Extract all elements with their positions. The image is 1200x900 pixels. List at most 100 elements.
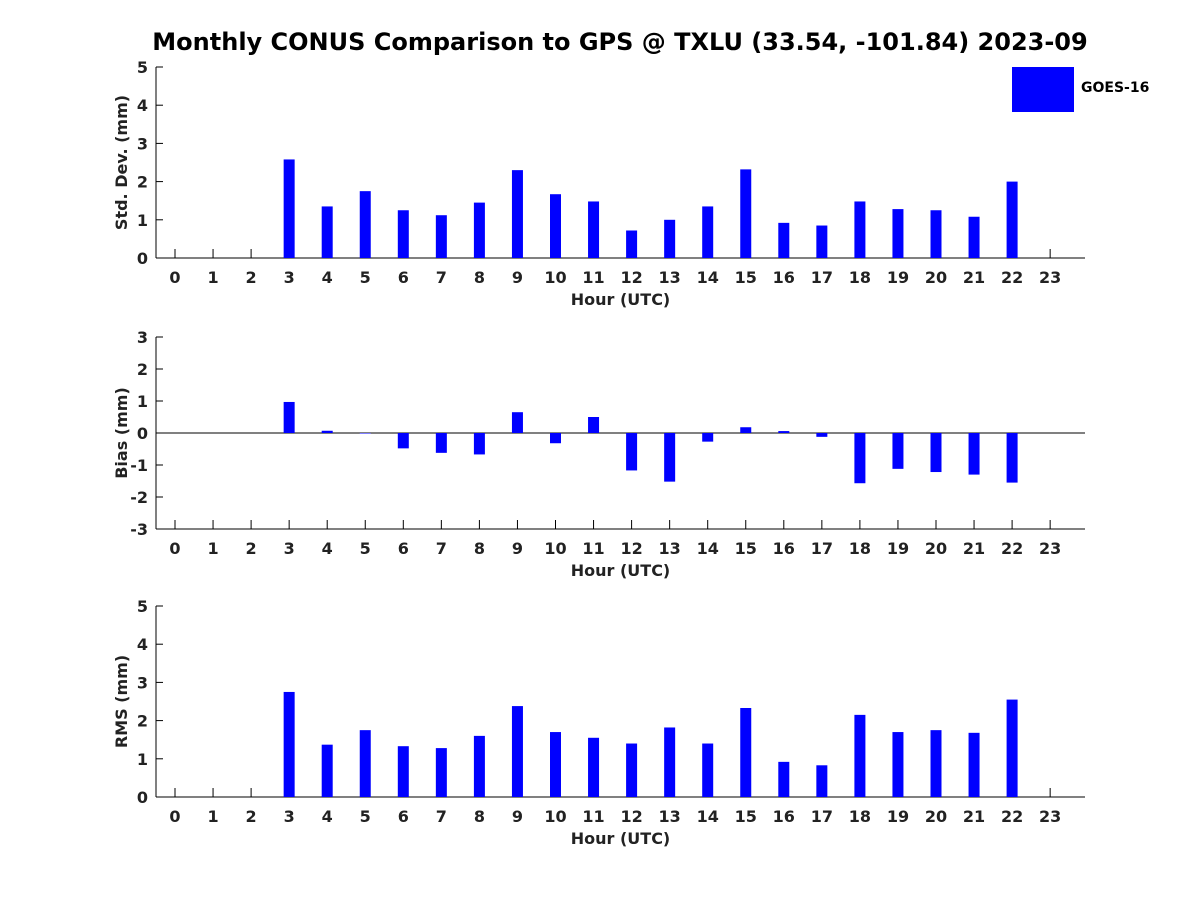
bar-hour-13 (664, 727, 676, 797)
x-tick-label: 0 (169, 268, 180, 287)
bar-hour-19 (892, 433, 904, 469)
bar-hour-5 (359, 191, 371, 258)
legend-swatch (1012, 67, 1074, 112)
x-tick-label: 6 (398, 268, 409, 287)
x-tick-label: 22 (1001, 807, 1023, 826)
x-tick-label: 18 (849, 539, 871, 558)
y-tick-label: 4 (137, 635, 148, 654)
x-tick-label: 6 (398, 539, 409, 558)
x-tick-label: 15 (735, 807, 757, 826)
x-tick-label: 11 (582, 268, 604, 287)
x-tick-label: 20 (925, 807, 947, 826)
x-tick-label: 21 (963, 539, 985, 558)
bar-hour-21 (968, 216, 980, 258)
bar-hour-14 (702, 206, 714, 258)
bar-hour-6 (397, 746, 409, 797)
bar-hour-15 (740, 169, 752, 258)
bar-hour-10 (550, 732, 561, 797)
x-tick-label: 4 (322, 807, 333, 826)
x-tick-label: 16 (773, 539, 795, 558)
x-tick-label: 13 (659, 539, 681, 558)
y-tick-label: 0 (137, 249, 148, 268)
x-tick-label: 13 (659, 268, 681, 287)
bar-hour-8 (473, 735, 485, 797)
x-tick-label: 23 (1039, 268, 1061, 287)
x-tick-label: 23 (1039, 807, 1061, 826)
bar-hour-4 (321, 744, 333, 797)
x-tick-label: 2 (246, 807, 257, 826)
bar-hour-8 (473, 433, 485, 455)
bar-hour-18 (854, 714, 866, 797)
bar-hour-12 (626, 230, 638, 258)
x-tick-label: 14 (697, 807, 719, 826)
bar-hour-22 (1006, 433, 1018, 483)
y-tick-label: 5 (137, 58, 148, 77)
y-tick-label: -3 (130, 520, 148, 539)
bar-hour-20 (930, 210, 942, 258)
legend-label: GOES-16 (1081, 80, 1150, 96)
bar-hour-6 (397, 433, 409, 449)
x-axis-label: Hour (UTC) (571, 561, 671, 580)
x-tick-label: 3 (284, 807, 295, 826)
bar-hour-20 (930, 730, 942, 797)
y-tick-label: 1 (137, 392, 148, 411)
x-tick-label: 9 (512, 268, 523, 287)
x-tick-label: 9 (512, 539, 523, 558)
y-axis-label: Bias (mm) (112, 387, 131, 479)
x-tick-label: 19 (887, 539, 909, 558)
bar-hour-21 (968, 433, 980, 475)
bar-hour-7 (435, 433, 447, 453)
x-tick-label: 5 (360, 268, 371, 287)
x-tick-label: 15 (735, 268, 757, 287)
y-tick-label: 5 (137, 597, 148, 616)
bar-hour-3 (283, 159, 295, 258)
bar-hour-9 (511, 706, 523, 797)
x-tick-label: 12 (620, 268, 642, 287)
x-tick-label: 8 (474, 268, 485, 287)
x-tick-label: 10 (544, 807, 566, 826)
bar-hour-18 (854, 433, 866, 484)
bar-hour-12 (626, 433, 638, 471)
y-tick-label: 0 (137, 424, 148, 443)
y-tick-label: 4 (137, 96, 148, 115)
y-tick-label: 2 (137, 712, 148, 731)
bar-hour-15 (740, 427, 752, 433)
bar-hour-4 (321, 430, 333, 433)
bar-hour-10 (550, 433, 561, 444)
y-tick-label: -2 (130, 488, 148, 507)
x-tick-label: 3 (284, 268, 295, 287)
bar-hour-16 (778, 431, 790, 433)
x-tick-label: 10 (544, 539, 566, 558)
bar-hour-7 (435, 215, 447, 258)
y-tick-label: 3 (137, 328, 148, 347)
bar-hour-14 (702, 743, 714, 797)
bar-hour-9 (511, 412, 523, 433)
bar-hour-20 (930, 433, 942, 473)
y-tick-label: 1 (137, 750, 148, 769)
x-tick-label: 6 (398, 807, 409, 826)
x-tick-label: 19 (887, 807, 909, 826)
bar-hour-17 (816, 433, 828, 437)
x-tick-label: 7 (436, 807, 447, 826)
x-tick-label: 4 (322, 268, 333, 287)
x-tick-label: 8 (474, 539, 485, 558)
x-tick-label: 20 (925, 268, 947, 287)
bar-hour-3 (283, 401, 295, 433)
x-tick-label: 18 (849, 268, 871, 287)
y-tick-label: 3 (137, 134, 148, 153)
bar-hour-5 (359, 730, 371, 797)
x-tick-label: 16 (773, 807, 795, 826)
x-tick-label: 7 (436, 268, 447, 287)
x-axis-label: Hour (UTC) (571, 829, 671, 848)
bar-hour-9 (511, 170, 523, 258)
bar-hour-19 (892, 209, 904, 258)
x-tick-label: 19 (887, 268, 909, 287)
bar-hour-6 (397, 210, 409, 258)
x-tick-label: 21 (963, 807, 985, 826)
x-tick-label: 2 (246, 268, 257, 287)
x-tick-label: 20 (925, 539, 947, 558)
y-tick-label: 2 (137, 173, 148, 192)
x-tick-label: 10 (544, 268, 566, 287)
x-tick-label: 1 (207, 268, 218, 287)
